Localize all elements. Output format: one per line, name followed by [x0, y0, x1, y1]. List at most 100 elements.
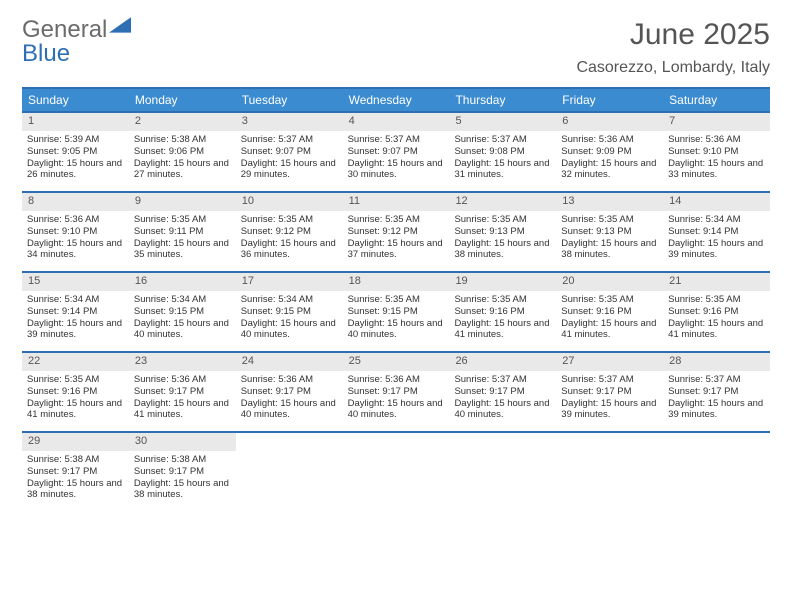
- calendar-day-cell: 30Sunrise: 5:38 AMSunset: 9:17 PMDayligh…: [129, 433, 236, 511]
- daylight-line: Daylight: 15 hours and 37 minutes.: [348, 238, 445, 262]
- day-number: [236, 433, 343, 451]
- daylight-line: Daylight: 15 hours and 34 minutes.: [27, 238, 124, 262]
- calendar-day-cell: 18Sunrise: 5:35 AMSunset: 9:15 PMDayligh…: [343, 273, 450, 351]
- daylight-line: Daylight: 15 hours and 41 minutes.: [561, 318, 658, 342]
- sunrise-line: Sunrise: 5:35 AM: [241, 214, 338, 226]
- day-details: Sunrise: 5:36 AMSunset: 9:17 PMDaylight:…: [236, 371, 343, 422]
- calendar-week-row: 8Sunrise: 5:36 AMSunset: 9:10 PMDaylight…: [22, 191, 770, 271]
- calendar-day-cell: 7Sunrise: 5:36 AMSunset: 9:10 PMDaylight…: [663, 113, 770, 191]
- title-block: June 2025 Casorezzo, Lombardy, Italy: [576, 18, 770, 77]
- sunset-line: Sunset: 9:10 PM: [27, 226, 124, 238]
- sunrise-line: Sunrise: 5:38 AM: [134, 454, 231, 466]
- sunrise-line: Sunrise: 5:35 AM: [561, 214, 658, 226]
- daylight-line: Daylight: 15 hours and 41 minutes.: [668, 318, 765, 342]
- day-details: Sunrise: 5:35 AMSunset: 9:11 PMDaylight:…: [129, 211, 236, 262]
- sunrise-line: Sunrise: 5:36 AM: [134, 374, 231, 386]
- calendar-day-cell: 25Sunrise: 5:36 AMSunset: 9:17 PMDayligh…: [343, 353, 450, 431]
- sunset-line: Sunset: 9:17 PM: [241, 386, 338, 398]
- calendar-day-cell: 12Sunrise: 5:35 AMSunset: 9:13 PMDayligh…: [449, 193, 556, 271]
- sunset-line: Sunset: 9:13 PM: [454, 226, 551, 238]
- page-header: General Blue June 2025 Casorezzo, Lombar…: [22, 18, 770, 77]
- day-number: 27: [556, 353, 663, 371]
- brand-triangle-icon: [109, 15, 131, 37]
- calendar-day-cell: 5Sunrise: 5:37 AMSunset: 9:08 PMDaylight…: [449, 113, 556, 191]
- calendar-day-cell: 21Sunrise: 5:35 AMSunset: 9:16 PMDayligh…: [663, 273, 770, 351]
- weekday-header: Friday: [556, 89, 663, 111]
- sunset-line: Sunset: 9:07 PM: [348, 146, 445, 158]
- sunrise-line: Sunrise: 5:38 AM: [27, 454, 124, 466]
- weekday-header: Thursday: [449, 89, 556, 111]
- day-details: Sunrise: 5:34 AMSunset: 9:15 PMDaylight:…: [129, 291, 236, 342]
- weekday-header: Sunday: [22, 89, 129, 111]
- day-details: Sunrise: 5:36 AMSunset: 9:09 PMDaylight:…: [556, 131, 663, 182]
- weekday-header: Saturday: [663, 89, 770, 111]
- sunrise-line: Sunrise: 5:34 AM: [241, 294, 338, 306]
- sunrise-line: Sunrise: 5:38 AM: [134, 134, 231, 146]
- daylight-line: Daylight: 15 hours and 26 minutes.: [27, 158, 124, 182]
- day-details: Sunrise: 5:35 AMSunset: 9:16 PMDaylight:…: [449, 291, 556, 342]
- sunset-line: Sunset: 9:16 PM: [27, 386, 124, 398]
- day-details: Sunrise: 5:35 AMSunset: 9:16 PMDaylight:…: [22, 371, 129, 422]
- sunset-line: Sunset: 9:14 PM: [27, 306, 124, 318]
- day-details: Sunrise: 5:38 AMSunset: 9:17 PMDaylight:…: [129, 451, 236, 502]
- daylight-line: Daylight: 15 hours and 39 minutes.: [668, 238, 765, 262]
- sunrise-line: Sunrise: 5:39 AM: [27, 134, 124, 146]
- month-title: June 2025: [576, 18, 770, 51]
- day-details: Sunrise: 5:35 AMSunset: 9:13 PMDaylight:…: [449, 211, 556, 262]
- day-details: Sunrise: 5:38 AMSunset: 9:17 PMDaylight:…: [22, 451, 129, 502]
- weekday-header: Wednesday: [343, 89, 450, 111]
- sunset-line: Sunset: 9:07 PM: [241, 146, 338, 158]
- sunrise-line: Sunrise: 5:35 AM: [454, 214, 551, 226]
- daylight-line: Daylight: 15 hours and 40 minutes.: [134, 318, 231, 342]
- day-number: 22: [22, 353, 129, 371]
- calendar-day-cell: 4Sunrise: 5:37 AMSunset: 9:07 PMDaylight…: [343, 113, 450, 191]
- sunrise-line: Sunrise: 5:35 AM: [134, 214, 231, 226]
- calendar-week-row: 22Sunrise: 5:35 AMSunset: 9:16 PMDayligh…: [22, 351, 770, 431]
- daylight-line: Daylight: 15 hours and 38 minutes.: [454, 238, 551, 262]
- day-details: Sunrise: 5:38 AMSunset: 9:06 PMDaylight:…: [129, 131, 236, 182]
- day-number: 8: [22, 193, 129, 211]
- calendar-day-cell: 27Sunrise: 5:37 AMSunset: 9:17 PMDayligh…: [556, 353, 663, 431]
- sunset-line: Sunset: 9:09 PM: [561, 146, 658, 158]
- day-number: [449, 433, 556, 451]
- calendar-day-cell: [343, 433, 450, 511]
- day-number: 30: [129, 433, 236, 451]
- day-details: Sunrise: 5:37 AMSunset: 9:17 PMDaylight:…: [663, 371, 770, 422]
- day-number: 4: [343, 113, 450, 131]
- daylight-line: Daylight: 15 hours and 32 minutes.: [561, 158, 658, 182]
- calendar-day-cell: 15Sunrise: 5:34 AMSunset: 9:14 PMDayligh…: [22, 273, 129, 351]
- day-details: Sunrise: 5:39 AMSunset: 9:05 PMDaylight:…: [22, 131, 129, 182]
- calendar-day-cell: 14Sunrise: 5:34 AMSunset: 9:14 PMDayligh…: [663, 193, 770, 271]
- day-number: 28: [663, 353, 770, 371]
- day-details: Sunrise: 5:35 AMSunset: 9:12 PMDaylight:…: [236, 211, 343, 262]
- weekday-header: Monday: [129, 89, 236, 111]
- sunset-line: Sunset: 9:10 PM: [668, 146, 765, 158]
- day-details: Sunrise: 5:37 AMSunset: 9:07 PMDaylight:…: [236, 131, 343, 182]
- day-number: 20: [556, 273, 663, 291]
- sunset-line: Sunset: 9:16 PM: [561, 306, 658, 318]
- daylight-line: Daylight: 15 hours and 39 minutes.: [668, 398, 765, 422]
- day-number: 21: [663, 273, 770, 291]
- day-details: Sunrise: 5:34 AMSunset: 9:15 PMDaylight:…: [236, 291, 343, 342]
- daylight-line: Daylight: 15 hours and 33 minutes.: [668, 158, 765, 182]
- calendar-day-cell: 8Sunrise: 5:36 AMSunset: 9:10 PMDaylight…: [22, 193, 129, 271]
- sunrise-line: Sunrise: 5:35 AM: [454, 294, 551, 306]
- daylight-line: Daylight: 15 hours and 29 minutes.: [241, 158, 338, 182]
- calendar-day-cell: 6Sunrise: 5:36 AMSunset: 9:09 PMDaylight…: [556, 113, 663, 191]
- calendar-day-cell: 20Sunrise: 5:35 AMSunset: 9:16 PMDayligh…: [556, 273, 663, 351]
- sunset-line: Sunset: 9:16 PM: [668, 306, 765, 318]
- day-number: 3: [236, 113, 343, 131]
- day-number: 6: [556, 113, 663, 131]
- day-number: 2: [129, 113, 236, 131]
- day-details: Sunrise: 5:34 AMSunset: 9:14 PMDaylight:…: [22, 291, 129, 342]
- day-number: [343, 433, 450, 451]
- day-number: 11: [343, 193, 450, 211]
- sunrise-line: Sunrise: 5:37 AM: [561, 374, 658, 386]
- sunset-line: Sunset: 9:08 PM: [454, 146, 551, 158]
- sunset-line: Sunset: 9:15 PM: [348, 306, 445, 318]
- day-details: Sunrise: 5:36 AMSunset: 9:17 PMDaylight:…: [343, 371, 450, 422]
- calendar-day-cell: [449, 433, 556, 511]
- calendar-day-cell: [236, 433, 343, 511]
- daylight-line: Daylight: 15 hours and 38 minutes.: [561, 238, 658, 262]
- sunset-line: Sunset: 9:06 PM: [134, 146, 231, 158]
